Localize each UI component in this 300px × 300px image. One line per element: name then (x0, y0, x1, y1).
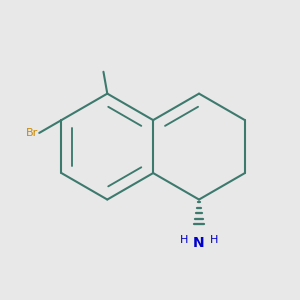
Text: Br: Br (26, 128, 38, 138)
Text: H: H (210, 235, 219, 245)
Text: H: H (179, 235, 188, 245)
Text: N: N (193, 236, 205, 250)
